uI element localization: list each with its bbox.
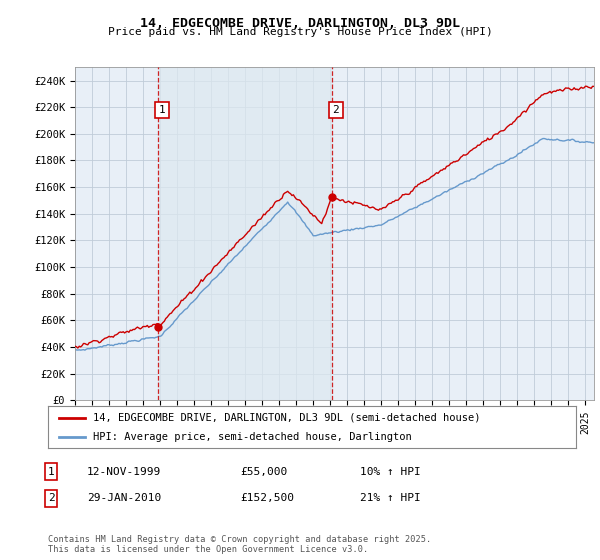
Text: 1: 1 [47,466,55,477]
Text: 10% ↑ HPI: 10% ↑ HPI [360,466,421,477]
Bar [158,67,332,400]
Text: 29-JAN-2010: 29-JAN-2010 [87,493,161,503]
Text: 2: 2 [47,493,55,503]
Text: 14, EDGECOMBE DRIVE, DARLINGTON, DL3 9DL (semi-detached house): 14, EDGECOMBE DRIVE, DARLINGTON, DL3 9DL… [93,413,481,423]
Text: HPI: Average price, semi-detached house, Darlington: HPI: Average price, semi-detached house,… [93,432,412,442]
Text: Price paid vs. HM Land Registry's House Price Index (HPI): Price paid vs. HM Land Registry's House … [107,27,493,37]
Text: 1: 1 [159,105,166,115]
Text: 21% ↑ HPI: 21% ↑ HPI [360,493,421,503]
Text: £152,500: £152,500 [240,493,294,503]
Text: Contains HM Land Registry data © Crown copyright and database right 2025.
This d: Contains HM Land Registry data © Crown c… [48,535,431,554]
Text: 14, EDGECOMBE DRIVE, DARLINGTON, DL3 9DL: 14, EDGECOMBE DRIVE, DARLINGTON, DL3 9DL [140,17,460,30]
Text: 2: 2 [332,105,339,115]
Text: 12-NOV-1999: 12-NOV-1999 [87,466,161,477]
Text: £55,000: £55,000 [240,466,287,477]
